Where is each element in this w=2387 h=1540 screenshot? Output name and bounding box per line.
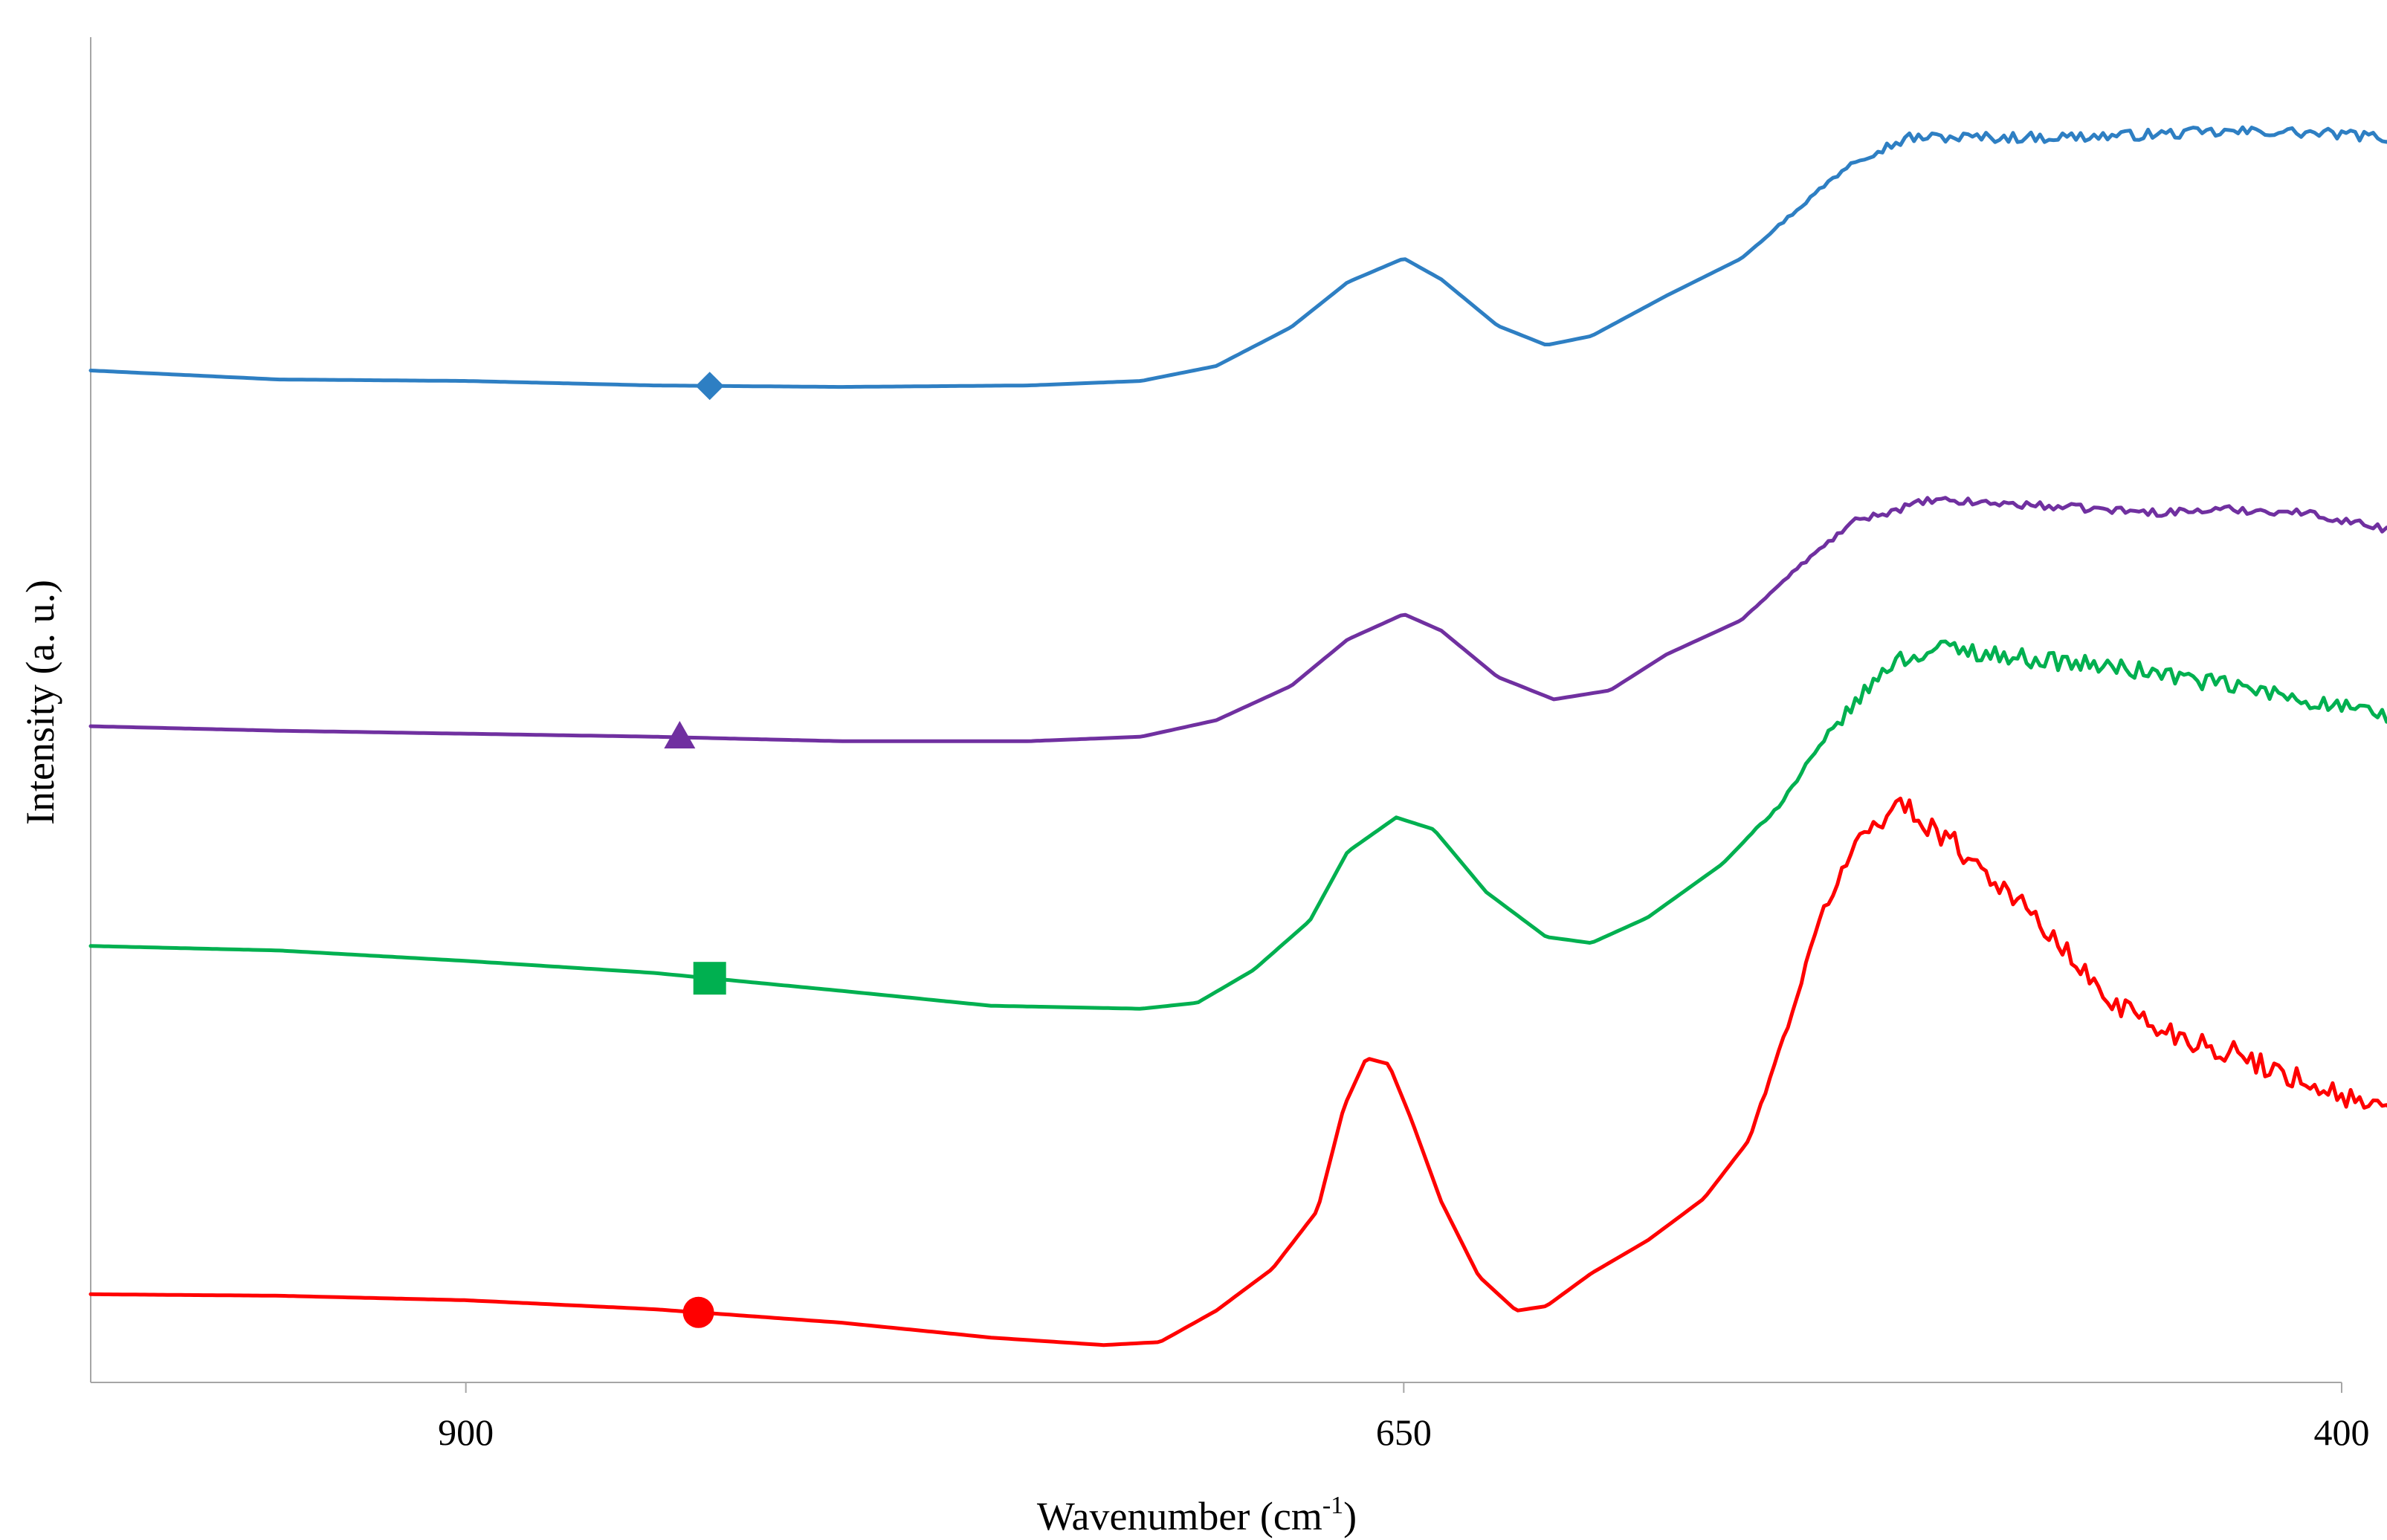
x-tick-label: 650 [1376, 1411, 1432, 1453]
series-line [88, 125, 2387, 389]
marker-layer [664, 372, 726, 1328]
x-tick-label: 400 [2314, 1411, 2370, 1453]
circle-marker [682, 1296, 714, 1328]
y-axis-title: Intensity (a. u.) [18, 580, 62, 825]
series-line [88, 796, 2387, 1348]
series-layer [88, 125, 2387, 1348]
x-axis-ticks: 900 650 400 [438, 1382, 2370, 1453]
x-tick-label: 900 [438, 1411, 494, 1453]
x-axis-title: Wavenumber (cm-1) [1037, 1492, 1357, 1539]
square-marker [693, 962, 726, 995]
series-line [88, 639, 2387, 1011]
triangle-marker [664, 721, 696, 749]
series-line [88, 496, 2387, 743]
x-axis-title-superscript: -1 [1322, 1492, 1343, 1519]
diamond-marker [695, 372, 724, 401]
